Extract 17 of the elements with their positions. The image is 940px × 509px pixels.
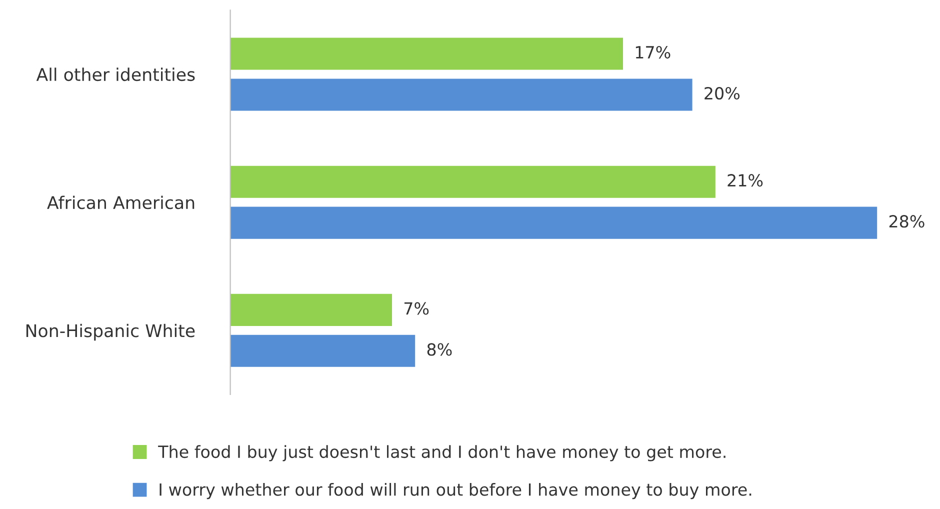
y-tick-label: All other identities [36,68,195,82]
legend-label: The food I buy just doesn't last and I don't have money to get more. [158,445,726,462]
data-label: 8% [427,343,452,356]
bar [230,334,416,367]
bar [230,294,392,326]
data-label: 21% [728,174,763,187]
data-label: 28% [889,215,924,228]
data-label: 20% [704,86,740,100]
y-tick-label: Non-Hispanic White [26,324,195,341]
bar [230,38,623,70]
data-label: 7% [404,302,429,315]
data-label: 17% [636,46,670,59]
y-tick-label: African American [47,196,194,210]
bar [230,166,716,198]
legend-label: I worry whether our food will run out before I have money to buy more. [160,482,752,500]
bar [230,78,692,111]
bar [230,206,878,239]
